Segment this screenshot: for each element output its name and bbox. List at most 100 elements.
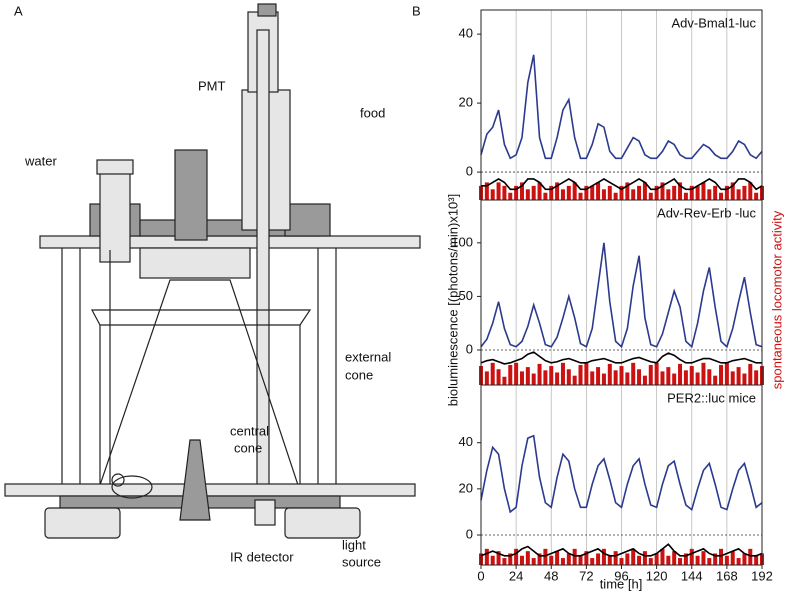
activity-bar bbox=[736, 558, 741, 565]
activity-bar bbox=[496, 369, 501, 385]
activity-bar bbox=[519, 371, 524, 385]
x-axis-label: time [h] bbox=[600, 576, 643, 591]
activity-bar bbox=[689, 185, 694, 200]
activity-bar bbox=[531, 558, 536, 565]
activity-bar bbox=[584, 185, 589, 200]
activity-bar bbox=[496, 551, 501, 565]
activity-bar bbox=[613, 192, 618, 200]
activity-bar bbox=[642, 551, 647, 565]
activity-bar bbox=[519, 555, 524, 565]
activity-bar bbox=[707, 558, 712, 565]
y-tick-label: 20 bbox=[459, 95, 473, 110]
label: IR detector bbox=[230, 549, 294, 564]
activity-bar bbox=[549, 185, 554, 200]
activity-bar bbox=[724, 185, 729, 200]
activity-bar bbox=[678, 182, 683, 200]
activity-bar bbox=[490, 362, 495, 385]
activity-bar bbox=[631, 548, 636, 565]
activity-bar bbox=[654, 185, 659, 200]
activity-bar bbox=[748, 548, 753, 565]
activity-bar bbox=[596, 553, 601, 565]
series-line bbox=[480, 351, 762, 365]
activity-bar bbox=[590, 371, 595, 385]
label: cone bbox=[345, 367, 373, 382]
series-line bbox=[480, 242, 763, 349]
x-tick-label: 24 bbox=[509, 568, 523, 583]
activity-bar bbox=[613, 370, 618, 385]
activity-bar bbox=[625, 372, 630, 385]
activity-bar bbox=[555, 372, 560, 385]
activity-bar bbox=[742, 553, 747, 565]
activity-bar bbox=[648, 192, 653, 200]
activity-bar bbox=[631, 189, 636, 200]
activity-bar bbox=[525, 189, 530, 200]
activity-bar bbox=[549, 555, 554, 565]
y-tick-label: 50 bbox=[459, 288, 473, 303]
activity-bar bbox=[724, 555, 729, 565]
activity-bar bbox=[537, 182, 542, 200]
activity-bar bbox=[560, 558, 565, 565]
activity-bar bbox=[572, 375, 577, 385]
panel-letter: A bbox=[14, 3, 23, 18]
chart-title: PER2::luc mice bbox=[667, 390, 756, 405]
activity-bar bbox=[672, 373, 677, 385]
activity-bar bbox=[666, 367, 671, 385]
activity-bar bbox=[701, 362, 706, 385]
activity-bar bbox=[631, 362, 636, 385]
activity-bar bbox=[701, 551, 706, 565]
activity-bar bbox=[514, 548, 519, 565]
label: food bbox=[360, 105, 385, 120]
label: light bbox=[342, 537, 366, 552]
activity-bar bbox=[701, 182, 706, 200]
activity-bar bbox=[543, 548, 548, 565]
activity-bar bbox=[584, 362, 589, 385]
activity-bar bbox=[578, 364, 583, 385]
activity-bar bbox=[642, 182, 647, 200]
x-tick-label: 168 bbox=[716, 568, 738, 583]
activity-bar bbox=[748, 363, 753, 385]
activity-bar bbox=[555, 182, 560, 200]
activity-bar bbox=[549, 366, 554, 385]
activity-bar bbox=[543, 192, 548, 200]
activity-bar bbox=[566, 185, 571, 200]
activity-bar bbox=[648, 364, 653, 385]
activity-bar bbox=[719, 548, 724, 565]
activity-bar bbox=[584, 551, 589, 565]
activity-bar bbox=[514, 362, 519, 385]
activity-bar bbox=[601, 548, 606, 565]
y-tick-label: 100 bbox=[451, 234, 473, 249]
y-tick-label: 0 bbox=[466, 526, 473, 541]
y-tick-label: 0 bbox=[466, 341, 473, 356]
activity-bar bbox=[502, 376, 507, 385]
activity-bar bbox=[496, 182, 501, 200]
activity-bar bbox=[672, 551, 677, 565]
activity-bar bbox=[502, 558, 507, 565]
x-tick-label: 120 bbox=[646, 568, 668, 583]
activity-bar bbox=[660, 371, 665, 385]
activity-bar bbox=[572, 182, 577, 200]
activity-bar bbox=[660, 182, 665, 200]
activity-bar bbox=[736, 367, 741, 385]
activity-bar bbox=[754, 192, 759, 200]
activity-bar bbox=[508, 364, 513, 385]
activity-bar bbox=[660, 548, 665, 565]
label: cone bbox=[234, 440, 262, 455]
activity-bar bbox=[683, 192, 688, 200]
y2-axis-label: spontaneous locomotor activity bbox=[769, 210, 784, 389]
y-tick-label: 20 bbox=[459, 480, 473, 495]
label: water bbox=[24, 153, 57, 168]
activity-bar bbox=[707, 189, 712, 200]
label: source bbox=[342, 554, 381, 569]
activity-bar bbox=[537, 363, 542, 385]
y-tick-label: 40 bbox=[459, 26, 473, 41]
activity-bar bbox=[590, 185, 595, 200]
activity-bar bbox=[531, 185, 536, 200]
activity-bar bbox=[719, 192, 724, 200]
activity-bar bbox=[719, 364, 724, 385]
activity-bar bbox=[619, 185, 624, 200]
activity-bar bbox=[683, 370, 688, 385]
x-tick-label: 192 bbox=[751, 568, 773, 583]
activity-bar bbox=[484, 371, 489, 385]
y-tick-label: 40 bbox=[459, 434, 473, 449]
